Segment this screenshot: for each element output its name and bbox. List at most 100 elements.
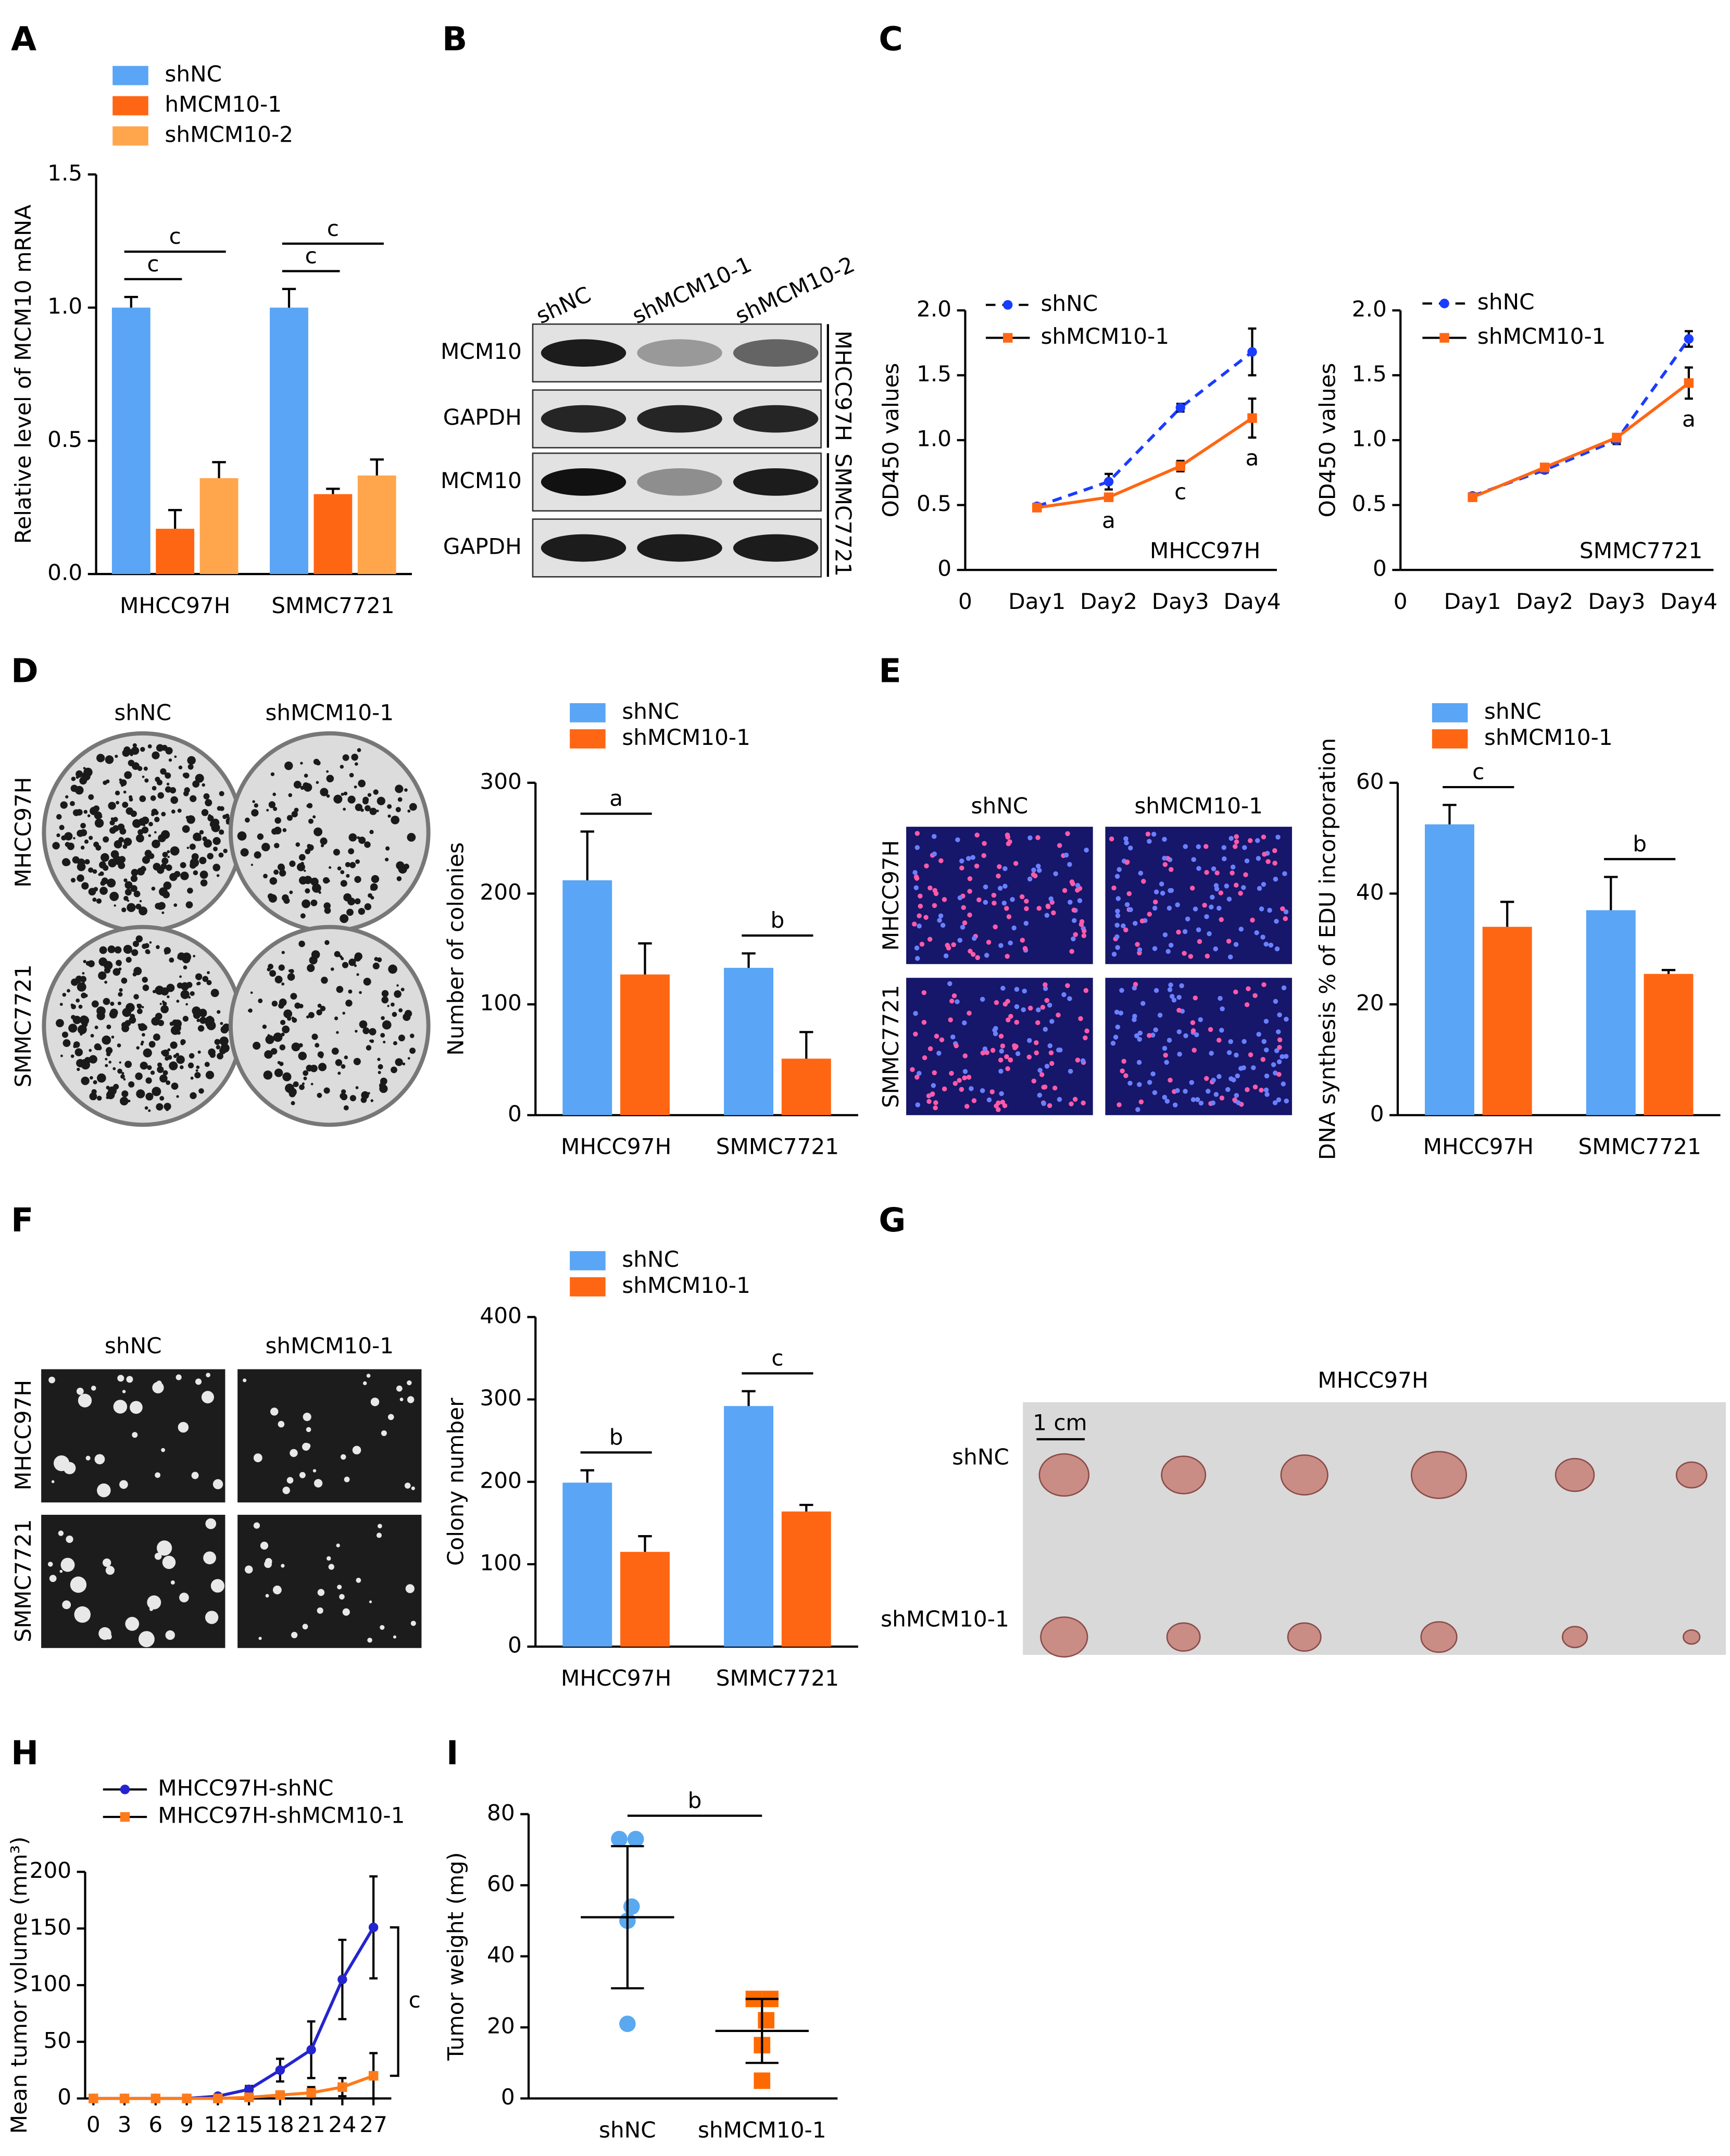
cell: [1057, 1096, 1062, 1102]
cell: [1275, 834, 1281, 840]
colony: [143, 824, 145, 827]
colony: [103, 836, 109, 843]
colony: [342, 754, 349, 761]
inset-label: SMMC7721: [1579, 538, 1702, 563]
y-tick-label: 1.5: [1352, 361, 1387, 387]
legend-swatch: [112, 66, 148, 85]
colony: [59, 825, 65, 830]
bar: [357, 475, 396, 575]
colony: [123, 1078, 126, 1081]
x-tick-label: MHCC97H: [1423, 1134, 1534, 1160]
colony: [119, 778, 122, 781]
colony: [136, 1003, 142, 1009]
cell: [1134, 1033, 1139, 1039]
colony: [124, 881, 133, 889]
colony: [251, 809, 259, 817]
colony: [219, 1047, 227, 1054]
marker: [1032, 503, 1042, 513]
colony: [83, 767, 86, 770]
x-tick-label: Day4: [1660, 589, 1718, 614]
cell: [1204, 914, 1209, 919]
legend-label: shMCM10-1: [622, 1273, 750, 1298]
cell: [913, 1011, 918, 1016]
cell: [1124, 860, 1130, 865]
marker: [151, 2093, 161, 2103]
colony: [254, 803, 258, 808]
colony: [307, 964, 315, 973]
colony: [395, 784, 404, 793]
colony: [357, 748, 361, 752]
colony: [60, 1054, 63, 1057]
colony: [252, 800, 255, 803]
cell: [1261, 982, 1267, 988]
y-tick-label: 200: [480, 879, 522, 905]
colony: [140, 1062, 148, 1070]
y-tick-label: 200: [480, 1467, 522, 1493]
x-tick-label: SMMC7721: [716, 1665, 839, 1691]
colony: [147, 1595, 161, 1610]
cell: [1048, 1050, 1054, 1055]
cell: [1209, 904, 1214, 909]
colony: [121, 977, 128, 984]
colony: [159, 1003, 162, 1005]
colony: [83, 959, 86, 963]
significance-label: c: [1472, 759, 1484, 784]
blot-band: [541, 405, 626, 433]
colony: [103, 1558, 111, 1567]
panel-letter: F: [11, 1201, 33, 1239]
cell: [1075, 888, 1080, 893]
x-tick-label: 24: [329, 2112, 357, 2137]
y-tick-label: 100: [480, 990, 522, 1016]
cell: [970, 952, 976, 957]
colony: [216, 1045, 221, 1050]
colony: [293, 780, 302, 789]
colony: [182, 825, 190, 833]
colony: [319, 1054, 323, 1058]
colony: [167, 1048, 171, 1052]
cell: [1263, 1018, 1269, 1024]
marker: [119, 2093, 130, 2103]
colony: [110, 817, 114, 820]
cell: [1182, 951, 1187, 956]
colony: [92, 869, 97, 874]
significance-bracket: [390, 1926, 399, 2077]
colony: [154, 817, 160, 822]
colony: [88, 888, 96, 896]
row-label: MHCC97H: [10, 777, 36, 888]
micrograph: [237, 1515, 422, 1648]
cell: [1006, 1017, 1011, 1023]
micrograph: [1105, 978, 1292, 1115]
colony: [161, 1050, 166, 1055]
cell: [1274, 918, 1279, 924]
cell: [1189, 1080, 1194, 1085]
cell: [1169, 994, 1175, 999]
cell: [1175, 902, 1180, 907]
significance-label: b: [609, 1424, 623, 1450]
colony: [96, 1095, 102, 1101]
colony: [369, 1028, 377, 1036]
colony: [136, 1089, 145, 1099]
colony: [195, 1069, 198, 1072]
colony: [316, 761, 321, 766]
cell: [1162, 1045, 1168, 1051]
cell: [927, 1046, 933, 1052]
blot-band: [637, 468, 722, 496]
cell: [1036, 868, 1042, 873]
scale-label: 1 cm: [1033, 1410, 1087, 1436]
cell: [1115, 896, 1121, 901]
colony: [96, 754, 105, 763]
colony: [396, 876, 402, 881]
cell: [1202, 902, 1207, 908]
colony: [176, 1095, 179, 1098]
marker: [1612, 432, 1622, 443]
y-tick-label: 0.5: [917, 491, 951, 516]
colony: [303, 1412, 311, 1422]
colony: [88, 867, 94, 873]
column-label: shMCM10-1: [265, 700, 394, 725]
colony: [334, 1016, 339, 1020]
cell: [1052, 1086, 1058, 1091]
tumor: [1287, 1622, 1322, 1652]
bar: [562, 880, 612, 1115]
colony: [126, 1003, 135, 1013]
